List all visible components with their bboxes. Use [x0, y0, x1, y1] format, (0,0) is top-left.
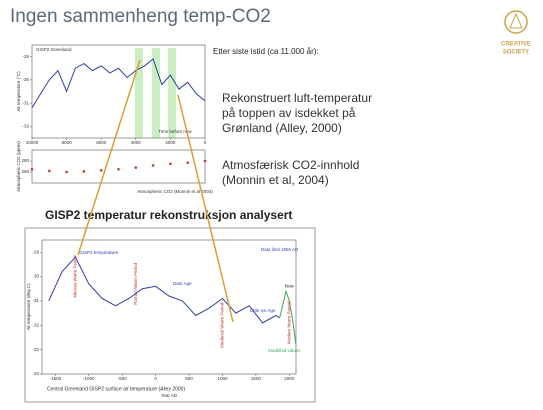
annotation: Modern Warm Period — [287, 301, 292, 344]
slide-title: Ingen sammenheng temp-CO2 — [10, 6, 271, 27]
logo-text: SOCIETY — [503, 50, 529, 56]
annotation: Little Ice Age — [250, 308, 276, 313]
x-tick-label: 0 — [154, 376, 157, 381]
point — [203, 159, 207, 163]
y-tick-label: -32 — [32, 322, 39, 327]
x-tick-label: 6000 — [96, 140, 107, 145]
chart-frame — [24, 227, 316, 403]
x-tick-label: 2000 — [165, 140, 176, 145]
y-tick-label: -31 — [32, 298, 39, 303]
y-tick-label: 260 — [21, 169, 29, 174]
point — [99, 169, 103, 172]
y-tick-label: -32 — [22, 124, 29, 129]
series-label: GISP2 temperature — [79, 250, 118, 255]
annotation: Now — [285, 283, 295, 288]
annotation: Data limit 1855 AD — [261, 247, 299, 252]
x-tick-label: -1000 — [83, 376, 95, 381]
logo-text: CREATIVE — [501, 42, 531, 48]
arrow — [77, 59, 141, 256]
series-label: Modelled values — [268, 348, 301, 353]
annotation: Roman Warm Period — [133, 262, 138, 304]
y-tick-label: -33 — [32, 347, 39, 352]
x-tick-label: 10000 — [26, 140, 39, 145]
y-axis-label: Air temperature (°C) — [16, 71, 21, 112]
y-axis-label: Atmospheric CO2 (ppmv) — [16, 141, 21, 192]
band — [152, 48, 160, 138]
x-axis-label: Atmospheric CO2 (Monnin et al 2004) — [137, 189, 213, 194]
x-tick-label: 0 — [204, 140, 207, 145]
chart-title: GISP2 Greenland — [36, 47, 72, 52]
y-tick-label: -29 — [32, 249, 39, 254]
y-tick-label: -29 — [22, 54, 29, 59]
text-line: Atmosfærisk CO2-innhold — [222, 158, 359, 172]
point — [169, 162, 172, 166]
text-line: på toppen av isdekket på — [222, 106, 356, 120]
line — [279, 289, 297, 345]
annotation: Minoan Warm Period — [73, 255, 78, 298]
x-tick-label: 8000 — [62, 140, 73, 145]
y-tick-label: -31 — [22, 100, 29, 105]
logo-mark — [504, 10, 528, 34]
x-tick-label: 1500 — [251, 376, 262, 381]
chart-title: Central Greenland GISP2 surface air temp… — [47, 386, 185, 392]
point — [186, 161, 189, 164]
y-tick-label: -30 — [22, 77, 29, 82]
x-tick-label: 500 — [185, 376, 193, 381]
annotation: Medieval Warm Period — [220, 302, 225, 348]
x-axis-label: Time before now — [158, 129, 192, 134]
point — [48, 169, 51, 173]
heading: GISP2 temperatur rekonstruksjon analyser… — [45, 208, 292, 222]
line — [31, 58, 206, 109]
logo-shape — [509, 12, 523, 29]
point — [151, 164, 155, 167]
text-line: (Monnin et al, 2004) — [222, 173, 329, 187]
x-tick-label: -1500 — [50, 376, 62, 381]
point — [65, 170, 68, 174]
y-tick-label: -34 — [32, 371, 39, 376]
band — [135, 48, 143, 138]
y-tick-label: -30 — [32, 274, 39, 279]
arrow — [177, 94, 234, 323]
plot-frame — [41, 239, 297, 375]
x-tick-label: 1000 — [217, 376, 228, 381]
annotation: Dark Age — [173, 281, 192, 286]
point — [30, 167, 34, 171]
note: Etter siste istid (ca 11.000 år): — [213, 47, 319, 56]
text-line: Grønland (Alley, 2000) — [222, 121, 342, 135]
point — [82, 170, 86, 173]
y-tick-label: 280 — [21, 158, 29, 163]
x-tick-label: 2000 — [284, 376, 295, 381]
point — [117, 167, 120, 171]
x-tick-label: 4000 — [131, 140, 142, 145]
text-line: Rekonstruert luft-temperatur — [222, 91, 372, 105]
band — [168, 48, 176, 138]
line — [48, 256, 280, 324]
y-axis-label: Air temperature (deg C) — [26, 283, 31, 331]
plot-frame — [31, 149, 206, 184]
x-axis-label: Year AD — [161, 393, 178, 398]
x-tick-label: -500 — [118, 376, 128, 381]
plot-frame — [31, 44, 206, 139]
point — [134, 166, 138, 169]
